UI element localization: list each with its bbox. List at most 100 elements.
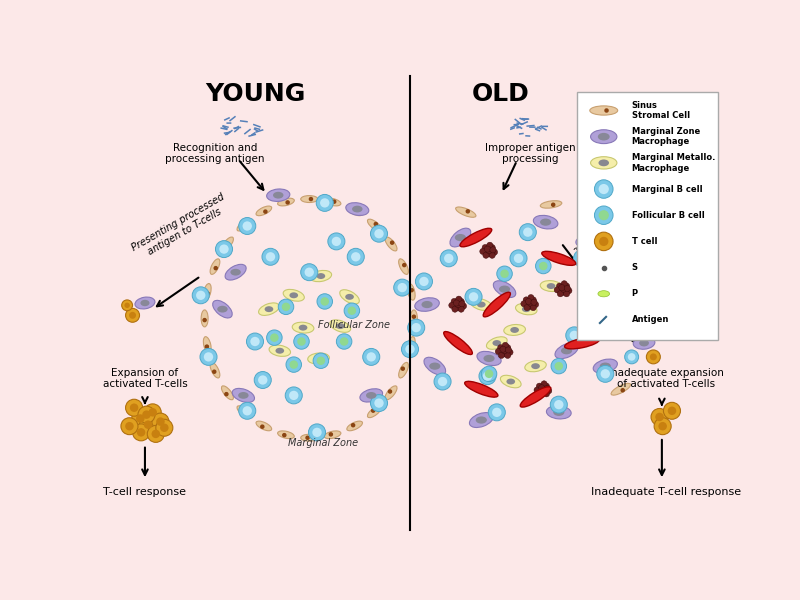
Circle shape bbox=[370, 395, 387, 412]
Ellipse shape bbox=[298, 325, 307, 331]
Circle shape bbox=[458, 298, 464, 305]
Ellipse shape bbox=[542, 251, 576, 265]
Circle shape bbox=[254, 371, 271, 388]
Ellipse shape bbox=[258, 303, 279, 316]
Circle shape bbox=[554, 362, 563, 370]
Circle shape bbox=[214, 266, 218, 269]
Circle shape bbox=[540, 386, 546, 392]
Circle shape bbox=[332, 237, 341, 246]
Ellipse shape bbox=[590, 106, 618, 115]
Circle shape bbox=[390, 241, 394, 244]
Ellipse shape bbox=[340, 290, 359, 304]
Ellipse shape bbox=[230, 269, 241, 275]
Circle shape bbox=[554, 287, 560, 293]
Circle shape bbox=[225, 392, 228, 395]
Circle shape bbox=[531, 299, 537, 305]
Ellipse shape bbox=[582, 238, 594, 245]
Ellipse shape bbox=[494, 281, 516, 298]
Circle shape bbox=[539, 262, 547, 270]
Circle shape bbox=[374, 229, 384, 238]
FancyBboxPatch shape bbox=[578, 92, 718, 340]
Circle shape bbox=[366, 352, 376, 362]
Circle shape bbox=[266, 330, 282, 346]
Circle shape bbox=[371, 409, 374, 412]
Circle shape bbox=[486, 251, 492, 257]
Circle shape bbox=[601, 369, 610, 379]
Circle shape bbox=[530, 297, 536, 303]
Circle shape bbox=[438, 377, 447, 386]
Circle shape bbox=[362, 349, 380, 365]
Circle shape bbox=[544, 385, 550, 392]
Circle shape bbox=[566, 327, 583, 344]
Circle shape bbox=[594, 206, 613, 224]
Text: Inadequate expansion
of activated T-cells: Inadequate expansion of activated T-cell… bbox=[608, 368, 724, 389]
Circle shape bbox=[523, 297, 530, 303]
Circle shape bbox=[628, 293, 631, 296]
Circle shape bbox=[495, 349, 502, 355]
Circle shape bbox=[440, 250, 458, 267]
Circle shape bbox=[156, 419, 173, 436]
Circle shape bbox=[354, 209, 358, 212]
Ellipse shape bbox=[283, 289, 304, 301]
Ellipse shape bbox=[465, 382, 498, 397]
Text: Marginal Zone: Marginal Zone bbox=[288, 438, 358, 448]
Ellipse shape bbox=[454, 234, 466, 241]
Text: Improper antigen
processing: Improper antigen processing bbox=[485, 143, 575, 164]
Circle shape bbox=[668, 407, 676, 415]
Ellipse shape bbox=[444, 332, 472, 355]
Ellipse shape bbox=[450, 228, 470, 247]
Circle shape bbox=[650, 353, 657, 361]
Circle shape bbox=[130, 403, 138, 412]
Ellipse shape bbox=[422, 301, 433, 308]
Ellipse shape bbox=[256, 421, 272, 431]
Ellipse shape bbox=[483, 292, 510, 317]
Ellipse shape bbox=[210, 259, 220, 274]
Text: T-cell response: T-cell response bbox=[103, 487, 186, 497]
Circle shape bbox=[535, 259, 551, 274]
Circle shape bbox=[598, 184, 609, 194]
Circle shape bbox=[498, 352, 505, 358]
Circle shape bbox=[502, 347, 508, 354]
Circle shape bbox=[594, 180, 613, 198]
Ellipse shape bbox=[222, 386, 234, 400]
Circle shape bbox=[321, 297, 329, 305]
Ellipse shape bbox=[301, 196, 318, 203]
Ellipse shape bbox=[314, 355, 323, 361]
Circle shape bbox=[330, 433, 333, 436]
Circle shape bbox=[412, 315, 415, 318]
Circle shape bbox=[410, 289, 413, 292]
Circle shape bbox=[460, 303, 466, 309]
Ellipse shape bbox=[218, 306, 228, 313]
Circle shape bbox=[486, 248, 492, 254]
Circle shape bbox=[658, 422, 667, 430]
Ellipse shape bbox=[398, 259, 408, 274]
Circle shape bbox=[492, 407, 502, 417]
Circle shape bbox=[489, 252, 495, 259]
Ellipse shape bbox=[366, 392, 377, 399]
Ellipse shape bbox=[598, 160, 609, 166]
Circle shape bbox=[452, 306, 458, 312]
Circle shape bbox=[126, 399, 142, 416]
Circle shape bbox=[333, 200, 336, 203]
Ellipse shape bbox=[310, 271, 332, 281]
Ellipse shape bbox=[634, 337, 655, 349]
Circle shape bbox=[646, 350, 660, 364]
Ellipse shape bbox=[324, 431, 341, 439]
Circle shape bbox=[521, 301, 527, 307]
Ellipse shape bbox=[504, 325, 526, 335]
Ellipse shape bbox=[561, 347, 572, 355]
Circle shape bbox=[246, 333, 263, 350]
Ellipse shape bbox=[590, 130, 617, 143]
Ellipse shape bbox=[292, 322, 314, 333]
Ellipse shape bbox=[477, 352, 501, 365]
Ellipse shape bbox=[301, 434, 318, 441]
Circle shape bbox=[419, 277, 429, 286]
Circle shape bbox=[654, 418, 671, 434]
Circle shape bbox=[316, 194, 334, 211]
Text: P: P bbox=[632, 289, 638, 298]
Ellipse shape bbox=[520, 387, 551, 407]
Ellipse shape bbox=[525, 361, 546, 372]
Circle shape bbox=[389, 390, 391, 393]
Circle shape bbox=[605, 109, 608, 112]
Circle shape bbox=[282, 302, 290, 311]
